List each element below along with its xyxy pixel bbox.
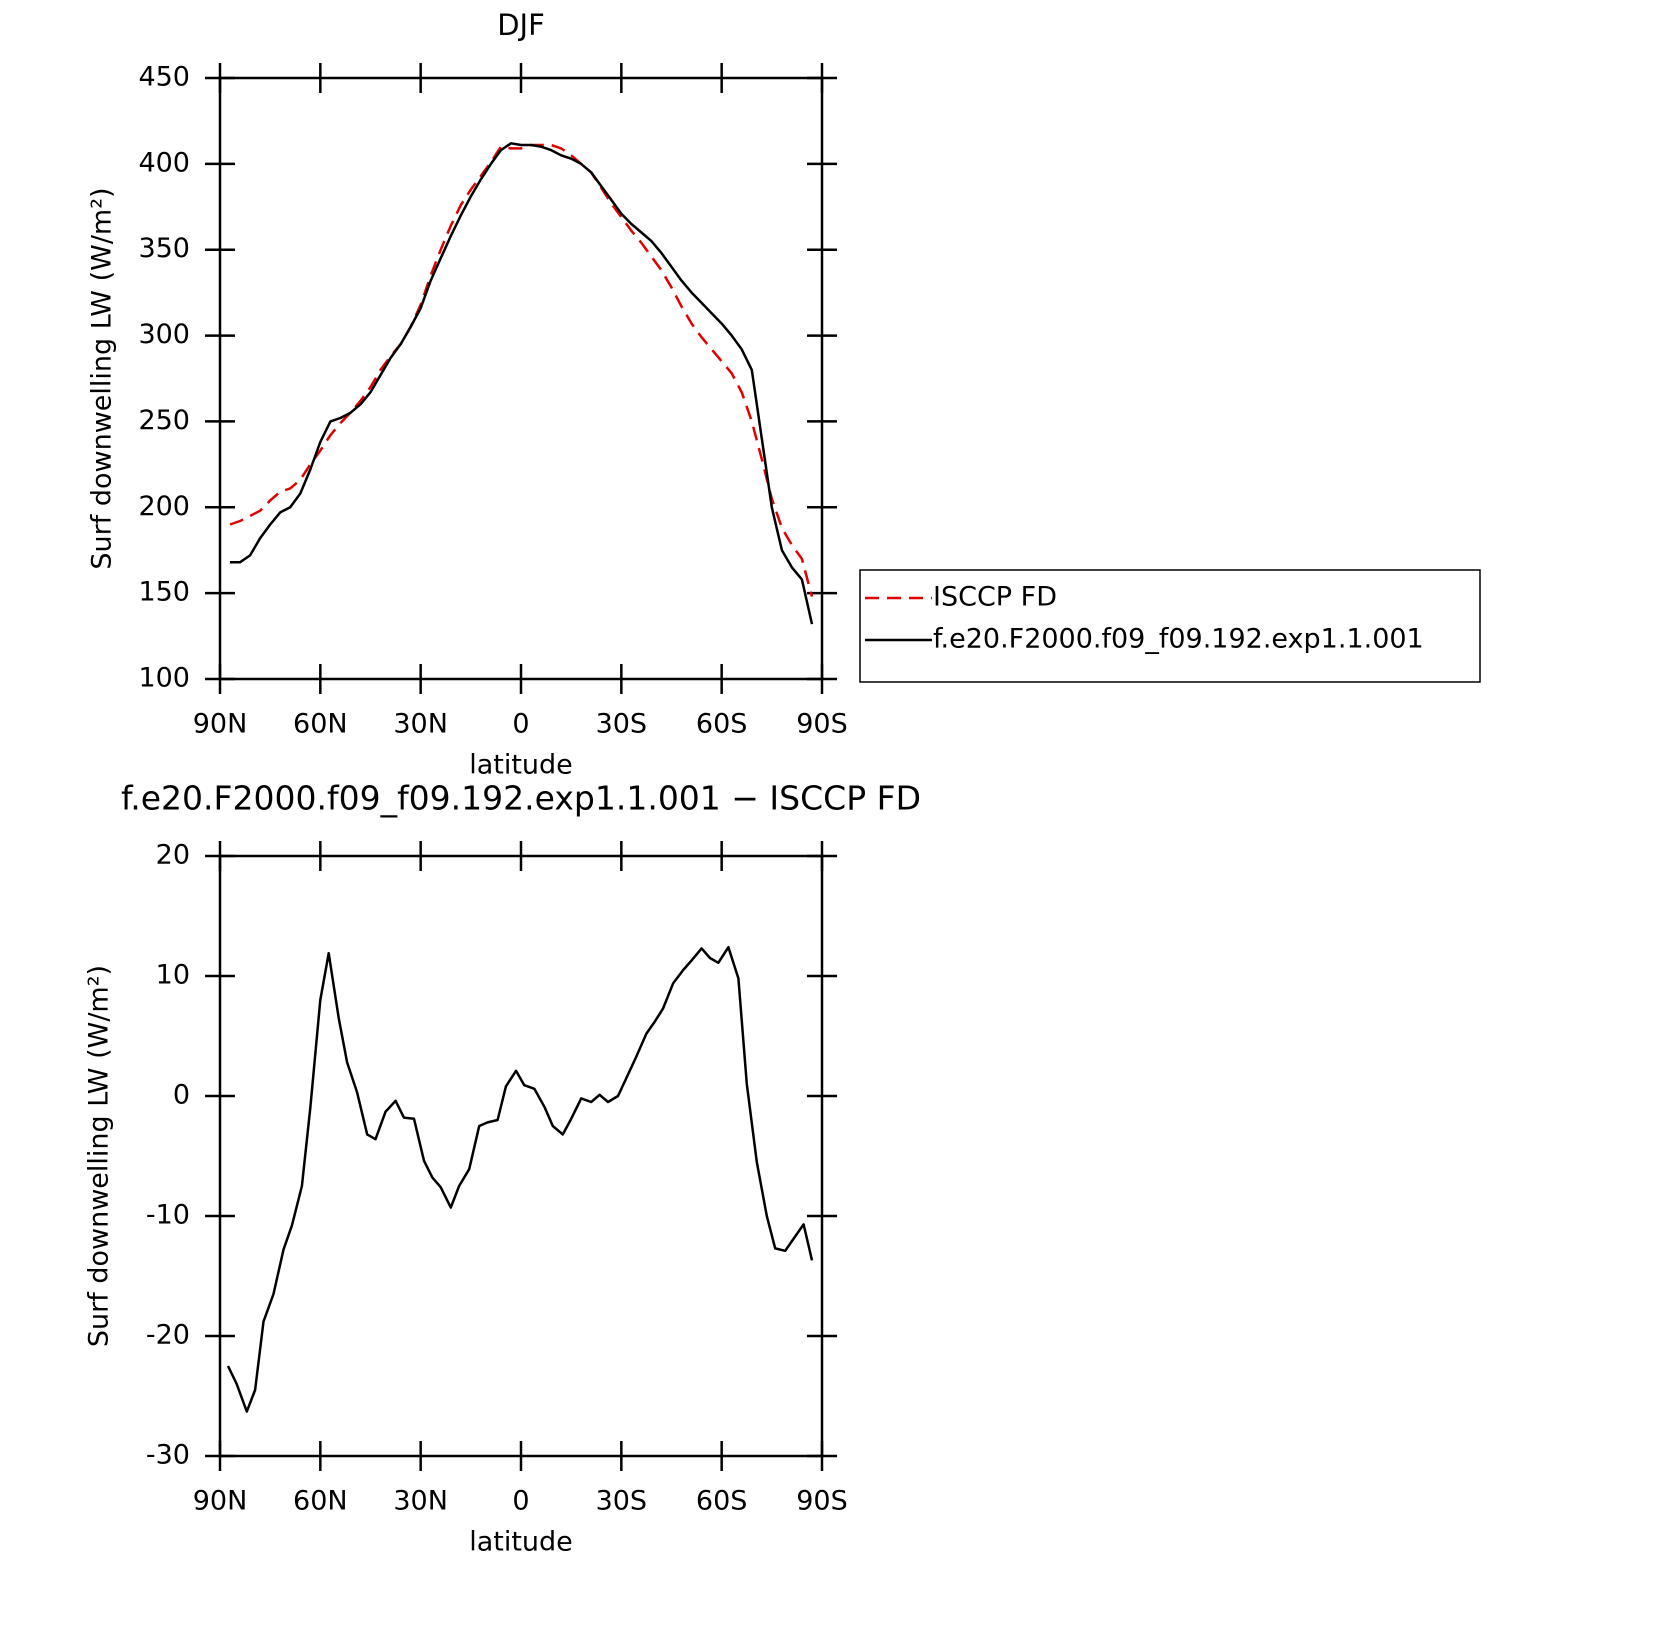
- x-tick-label: 90N: [193, 709, 248, 740]
- x-tick-label: 60N: [293, 1486, 348, 1517]
- x-tick-label: 30S: [596, 1486, 648, 1517]
- legend-box: [859, 569, 1481, 683]
- y-tick-label: 200: [138, 491, 190, 522]
- y-tick-label: -10: [146, 1200, 190, 1231]
- chart-title: f.e20.F2000.f09_f09.192.exp1.1.001 − ISC…: [121, 779, 921, 818]
- x-tick-label: 60N: [293, 709, 348, 740]
- x-tick-label: 90S: [796, 709, 848, 740]
- x-tick-label: 30N: [393, 709, 448, 740]
- y-tick-label: 250: [138, 405, 190, 436]
- chart-title: DJF: [497, 8, 545, 42]
- y-tick-label: 300: [138, 319, 190, 350]
- x-tick-label: 30S: [596, 709, 648, 740]
- x-tick-label: 60S: [696, 709, 748, 740]
- x-tick-label: 90S: [796, 1486, 848, 1517]
- x-axis-label: latitude: [469, 750, 573, 781]
- y-tick-label: 20: [156, 840, 190, 871]
- line-series: [226, 945, 814, 1413]
- legend-label: f.e20.F2000.f09_f09.192.exp1.1.001: [933, 624, 1424, 655]
- x-tick-label: 0: [512, 709, 529, 740]
- plot-frame: [218, 76, 824, 681]
- y-tick-label: 10: [156, 960, 190, 991]
- line-series: [230, 142, 814, 625]
- y-tick-label: -30: [146, 1440, 190, 1471]
- legend-label: ISCCP FD: [933, 582, 1057, 613]
- x-tick-label: 90N: [193, 1486, 248, 1517]
- x-tick-label: 30N: [393, 1486, 448, 1517]
- y-tick-label: 0: [173, 1080, 190, 1111]
- line-series: [229, 143, 814, 597]
- y-tick-label: 400: [138, 147, 190, 178]
- y-axis-label: Surf downwelling LW (W/m²): [87, 187, 118, 569]
- plot-frame: [218, 854, 824, 1458]
- y-tick-label: 350: [138, 233, 190, 264]
- x-tick-label: 60S: [696, 1486, 748, 1517]
- y-tick-label: 150: [138, 577, 190, 608]
- x-axis-label: latitude: [469, 1527, 573, 1558]
- y-tick-label: 450: [138, 62, 190, 93]
- y-axis-label: Surf downwelling LW (W/m²): [84, 965, 115, 1347]
- x-tick-label: 0: [512, 1486, 529, 1517]
- y-tick-label: 100: [138, 663, 190, 694]
- y-tick-label: -20: [146, 1320, 190, 1351]
